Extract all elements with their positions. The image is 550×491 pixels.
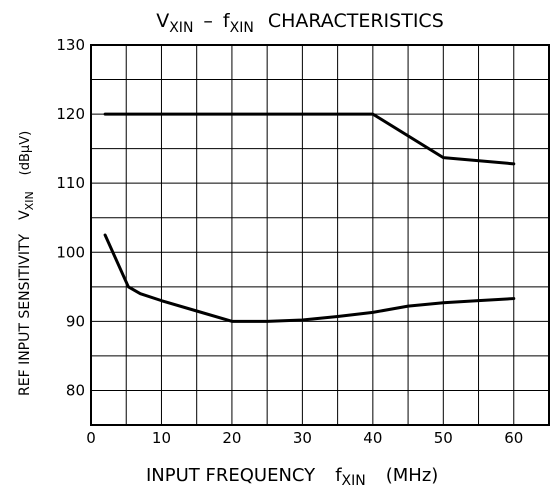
x-tick-label: 50 — [434, 429, 453, 447]
x-tick-label: 60 — [504, 429, 523, 447]
title-f: f — [223, 10, 231, 32]
y-tick-labels: 80 90 100 110 120 130 — [56, 36, 85, 399]
xlabel-f-sub: XIN — [342, 473, 366, 489]
grid — [91, 45, 549, 425]
plot-frame — [90, 44, 550, 426]
x-tick-label: 20 — [222, 429, 241, 447]
xlabel-main: INPUT FREQUENCY — [146, 465, 316, 486]
ylabel-v: V — [17, 210, 33, 220]
xlabel-f: f — [335, 465, 342, 486]
y-axis-label: REF INPUT SENSITIVITY VXIN (dBμV) — [17, 131, 36, 396]
series-group — [103, 112, 516, 323]
title-f-sub: XIN — [230, 20, 254, 36]
ylabel-v-sub: XIN — [23, 191, 36, 210]
y-tick-label: 130 — [56, 36, 85, 54]
y-tick-label: 80 — [66, 381, 85, 399]
title-rest: CHARACTERISTICS — [268, 10, 444, 32]
x-axis-label: INPUT FREQUENCY fXIN (MHz) — [146, 465, 438, 489]
title-dash: – — [203, 10, 213, 32]
series-line-2 — [103, 233, 516, 323]
y-tick-label: 90 — [66, 312, 85, 330]
x-tick-label: 10 — [152, 429, 171, 447]
title-v: V — [156, 10, 169, 32]
xlabel-unit: (MHz) — [386, 465, 439, 486]
y-tick-label: 100 — [56, 243, 85, 261]
x-tick-label: 0 — [86, 429, 96, 447]
x-tick-labels: 0 10 20 30 40 50 60 — [86, 429, 523, 447]
y-tick-label: 120 — [56, 105, 85, 123]
chart-title: VXIN – fXIN CHARACTERISTICS — [156, 10, 444, 36]
title-v-sub: XIN — [169, 20, 193, 36]
ylabel-unit: (dBμV) — [18, 131, 33, 175]
series-line-1 — [103, 112, 516, 166]
y-tick-label: 110 — [56, 174, 85, 192]
x-tick-label: 40 — [363, 429, 382, 447]
ylabel-main: REF INPUT SENSITIVITY — [17, 233, 33, 396]
x-tick-label: 30 — [293, 429, 312, 447]
